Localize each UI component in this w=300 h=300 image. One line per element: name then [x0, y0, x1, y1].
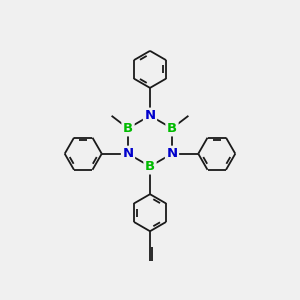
Text: N: N — [144, 109, 156, 122]
Text: B: B — [123, 122, 133, 135]
Text: N: N — [167, 147, 178, 160]
Text: B: B — [167, 122, 177, 135]
Text: N: N — [122, 147, 134, 160]
Text: B: B — [145, 160, 155, 173]
